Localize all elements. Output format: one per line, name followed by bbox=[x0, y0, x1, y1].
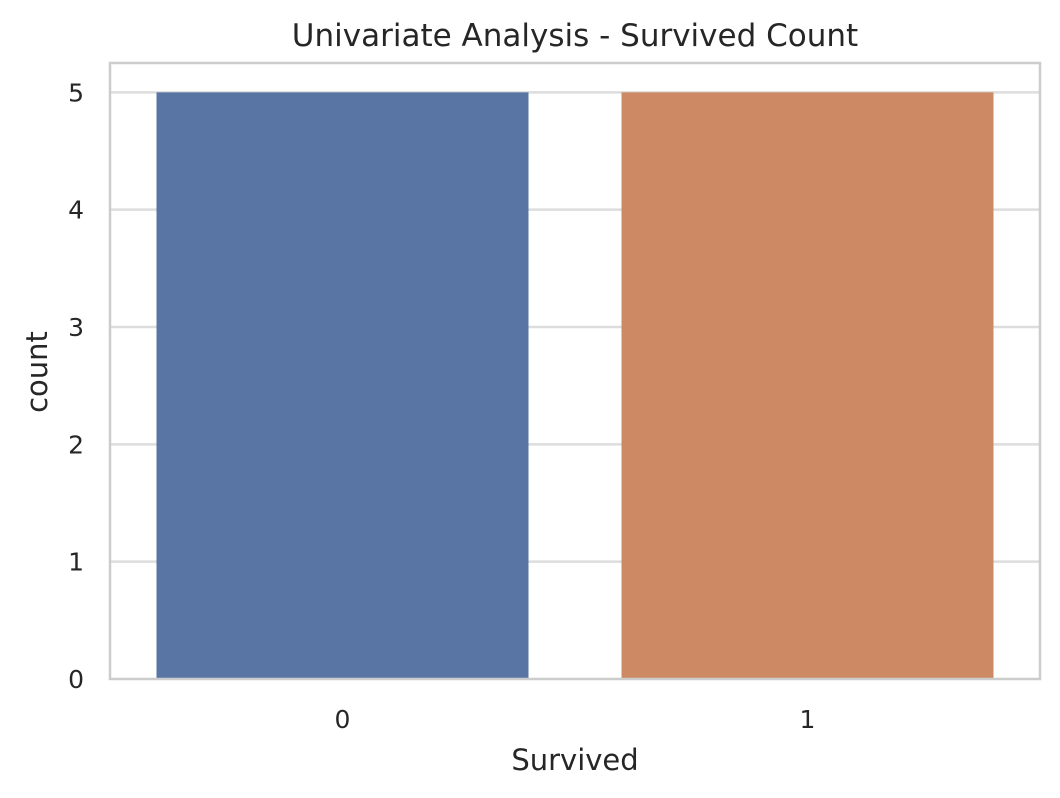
bars bbox=[156, 92, 994, 680]
y-tick-label: 4 bbox=[68, 196, 84, 225]
y-tick-label: 2 bbox=[68, 430, 84, 459]
bar-1 bbox=[621, 92, 994, 680]
y-axis-label: count bbox=[20, 331, 54, 413]
chart-title: Univariate Analysis - Survived Count bbox=[292, 18, 858, 54]
x-axis-label: Survived bbox=[511, 743, 638, 777]
y-tick-label: 3 bbox=[68, 313, 84, 342]
x-tick-label: 1 bbox=[800, 705, 816, 734]
bar-0 bbox=[156, 92, 529, 680]
y-tick-label: 5 bbox=[68, 78, 84, 107]
x-tick-label: 0 bbox=[335, 705, 351, 734]
y-ticks: 0 1 2 3 4 5 bbox=[68, 78, 84, 694]
y-tick-label: 0 bbox=[68, 665, 84, 694]
axes-frame bbox=[108, 61, 1042, 681]
y-tick-label: 1 bbox=[68, 548, 84, 577]
